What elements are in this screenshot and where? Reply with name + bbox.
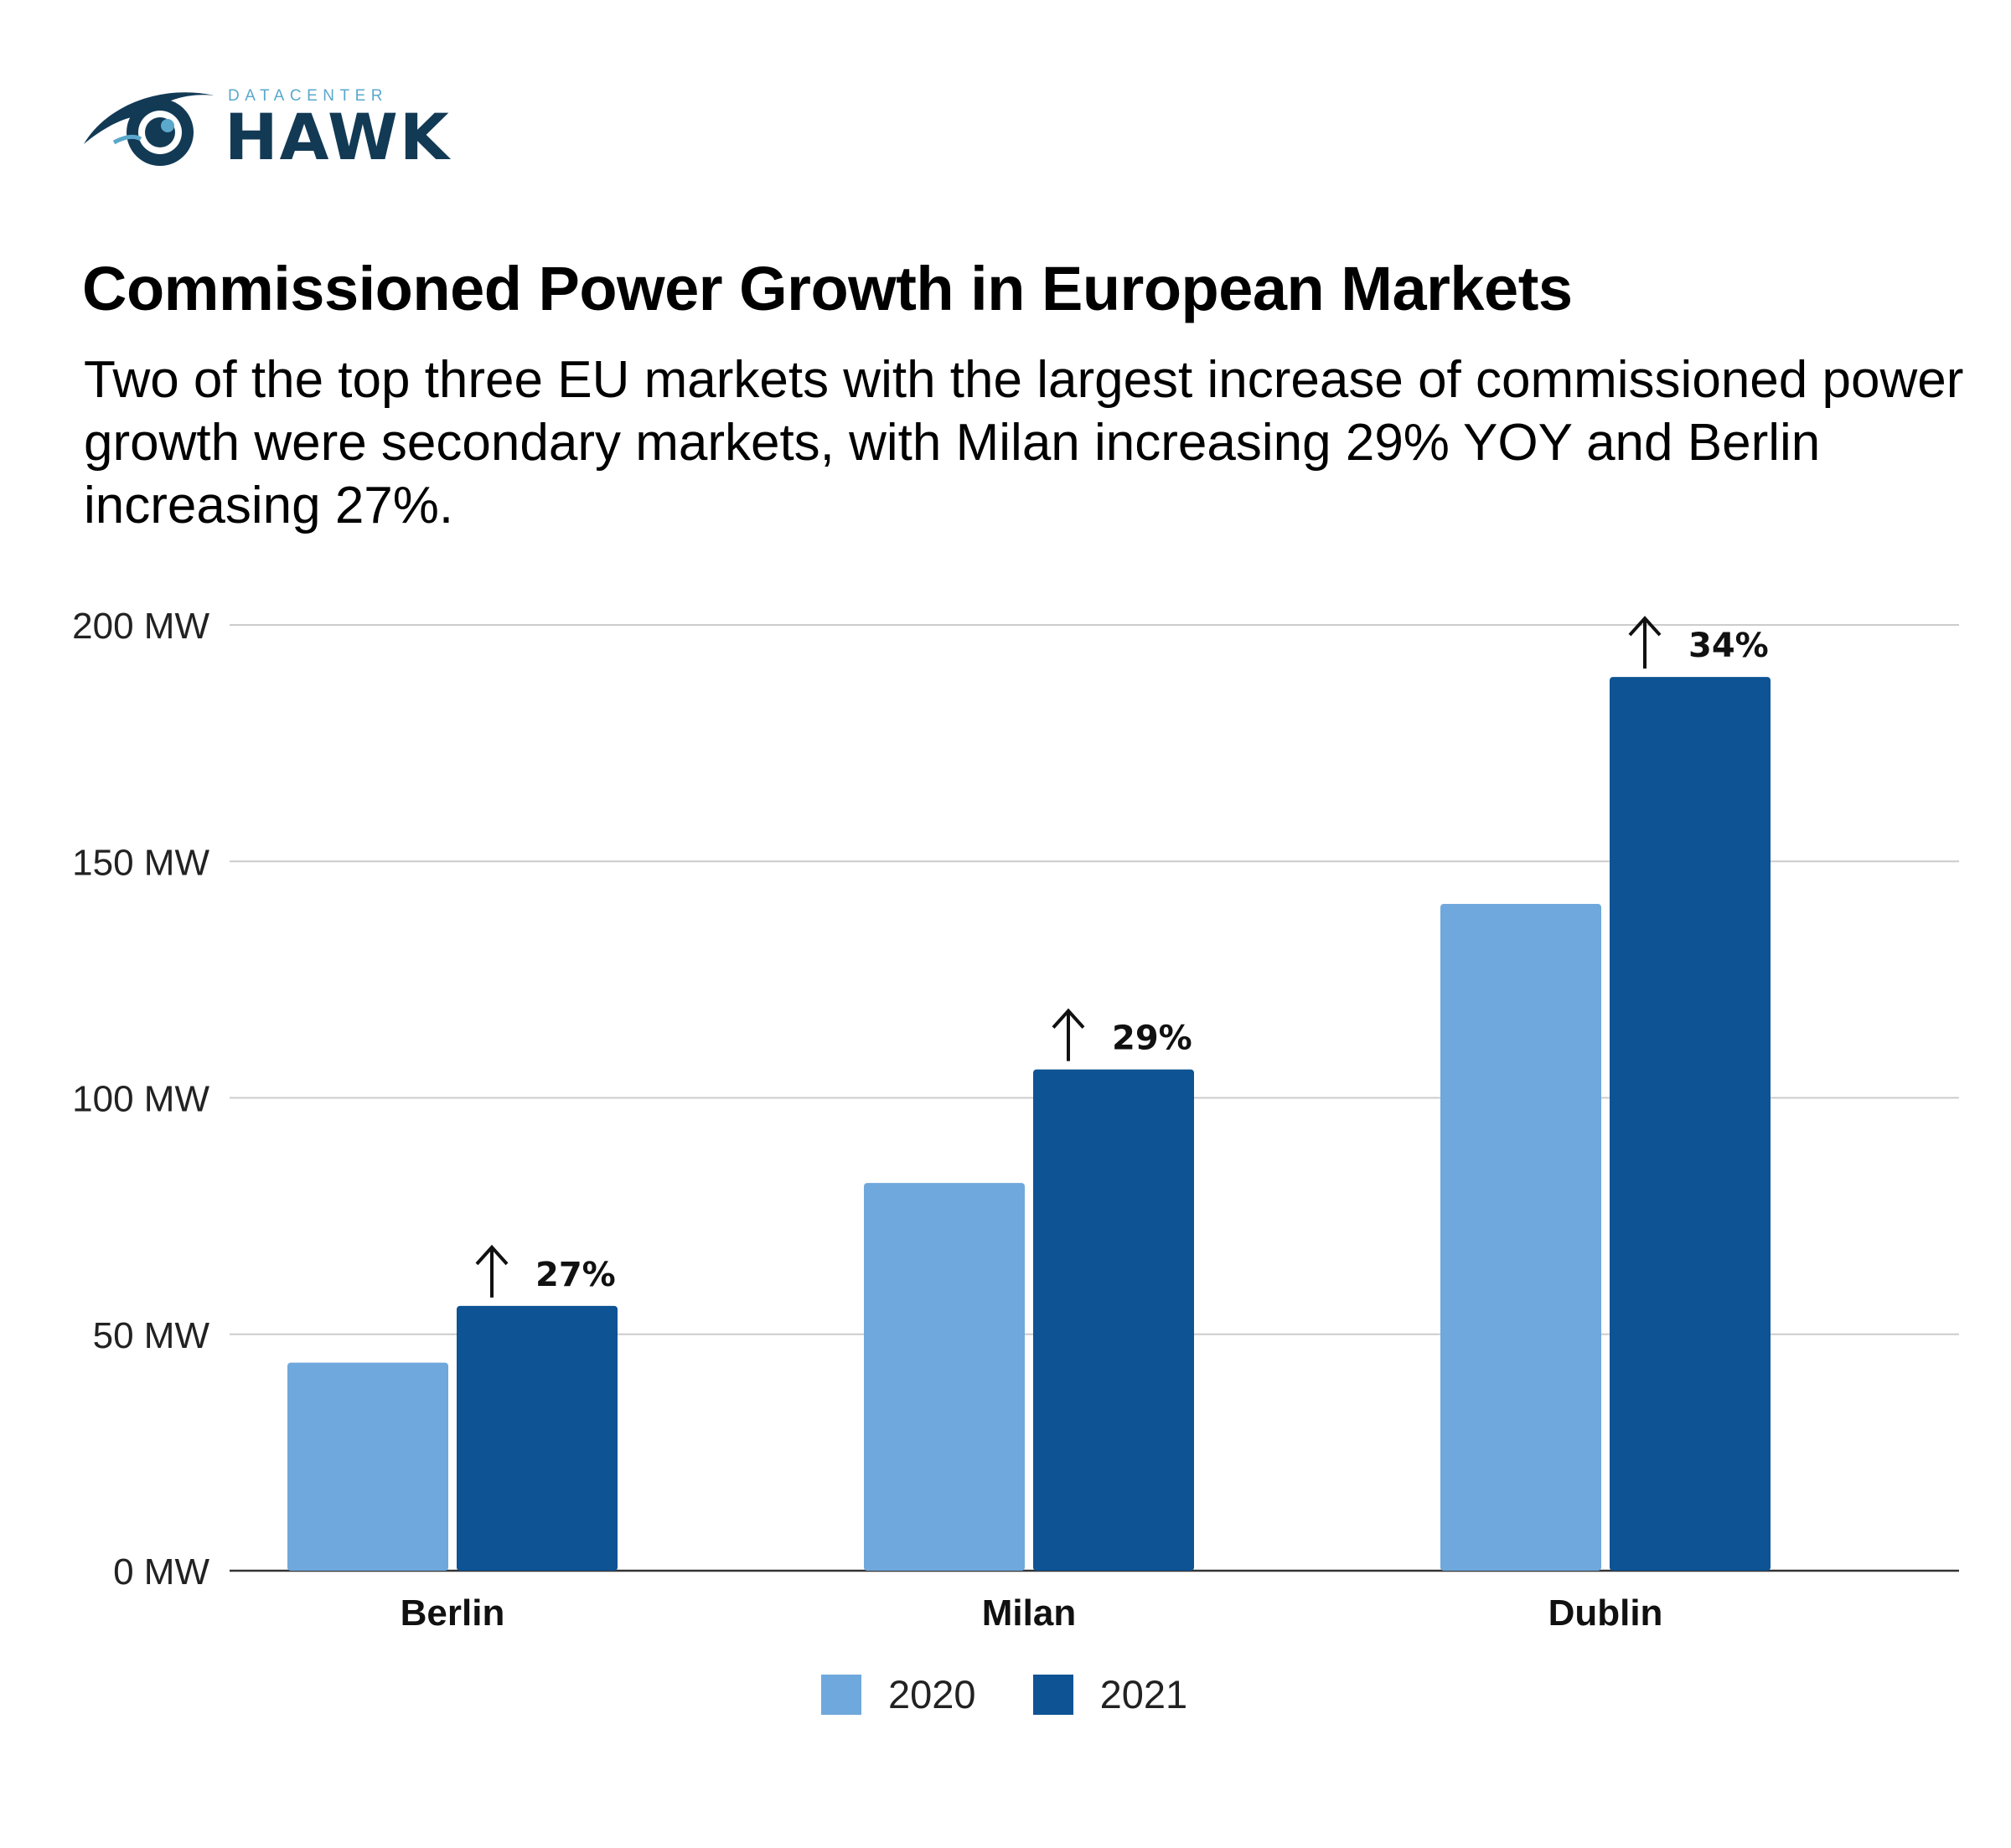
bar-2021-berlin bbox=[457, 1305, 618, 1571]
x-tick-label: Dublin bbox=[1548, 1592, 1663, 1634]
chart-subtitle: Two of the top three EU markets with the… bbox=[84, 351, 1964, 534]
bar-chart: 0 MW 50 MW 100 MW 150 MW 200 MW Berlin 27% Mila… bbox=[72, 606, 1959, 1634]
legend-label-2021: 2021 bbox=[1099, 1672, 1188, 1716]
up-arrow-head bbox=[1628, 616, 1662, 637]
logo-name: HAWK bbox=[225, 100, 451, 174]
legend-label-2020: 2020 bbox=[888, 1672, 976, 1716]
y-tick-label: 50 MW bbox=[93, 1315, 210, 1356]
y-tick-label: 0 MW bbox=[113, 1551, 209, 1592]
logo-small-text: DATACENTER bbox=[228, 87, 388, 105]
legend: 2020 2021 bbox=[821, 1671, 1244, 1717]
up-arrow-head bbox=[475, 1244, 509, 1266]
up-arrow-head bbox=[1052, 1008, 1085, 1029]
x-tick-label: Milan bbox=[982, 1592, 1076, 1634]
y-tick-label: 200 MW bbox=[72, 606, 209, 647]
bar-2020-dublin bbox=[1440, 904, 1601, 1571]
growth-annotation: 27% bbox=[535, 1256, 616, 1294]
bar-2020-milan bbox=[864, 1183, 1025, 1571]
growth-annotation: 29% bbox=[1112, 1019, 1192, 1058]
chart-title: Commissioned Power Growth in European Ma… bbox=[82, 254, 1573, 323]
bar-2020-berlin bbox=[287, 1362, 448, 1571]
y-tick-label: 150 MW bbox=[72, 842, 209, 883]
y-tick-label: 100 MW bbox=[72, 1079, 209, 1120]
datacenter-hawk-logo: DATACENTER HAWK bbox=[80, 77, 458, 178]
legend-swatch-2020 bbox=[821, 1674, 861, 1715]
bar-2021-milan bbox=[1033, 1069, 1194, 1571]
x-tick-label: Berlin bbox=[401, 1592, 505, 1634]
legend-item-2020: 2020 bbox=[821, 1671, 976, 1717]
legend-item-2021: 2021 bbox=[1032, 1671, 1188, 1717]
growth-annotation: 34% bbox=[1688, 627, 1769, 665]
hawk-eye-icon bbox=[84, 92, 215, 166]
bar-2021-dublin bbox=[1610, 677, 1771, 1571]
legend-swatch-2021 bbox=[1032, 1674, 1073, 1715]
